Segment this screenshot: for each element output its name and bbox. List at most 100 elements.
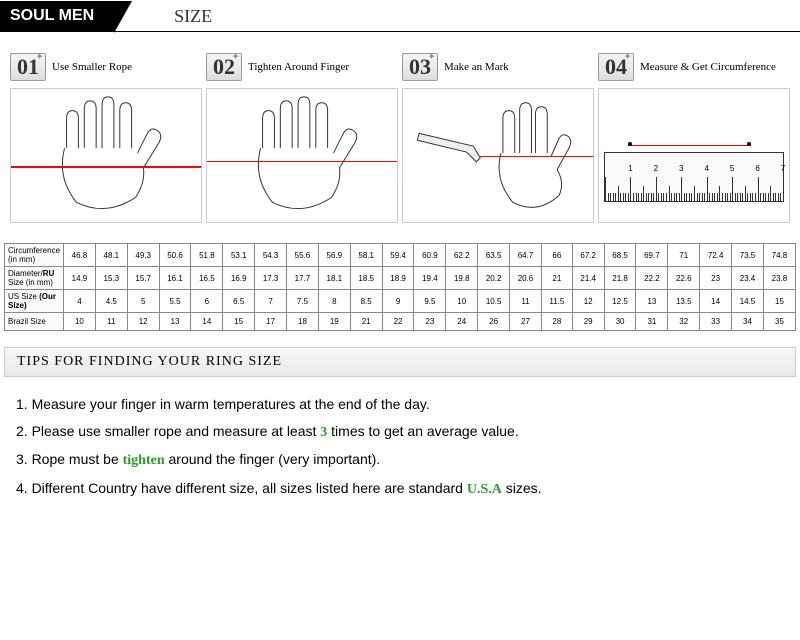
table-cell: 23.8 xyxy=(763,267,795,290)
ruler-number: 1 xyxy=(628,164,632,173)
table-cell: 64.7 xyxy=(510,244,542,267)
tip-4-c: sizes. xyxy=(502,480,542,496)
table-cell: 15.7 xyxy=(127,267,159,290)
step-image-3 xyxy=(402,88,594,223)
table-cell: 10 xyxy=(446,290,478,313)
table-cell: 67.2 xyxy=(572,244,604,267)
table-cell: 16.1 xyxy=(159,267,191,290)
table-row: US Size (Our Size)44.555.566.577.588.599… xyxy=(5,290,796,313)
table-cell: 19.4 xyxy=(414,267,446,290)
table-cell: 21 xyxy=(350,313,382,331)
table-cell: 18.5 xyxy=(350,267,382,290)
step-label-1: Use Smaller Rope xyxy=(52,61,132,73)
table-cell: 5 xyxy=(127,290,159,313)
rope-line xyxy=(11,166,201,168)
ruler-number: 2 xyxy=(654,164,658,173)
table-cell: 4.5 xyxy=(95,290,127,313)
table-cell: 28 xyxy=(541,313,572,331)
table-cell: 18 xyxy=(287,313,319,331)
table-cell: 50.6 xyxy=(159,244,191,267)
rope-line xyxy=(628,145,752,147)
table-cell: 16.9 xyxy=(223,267,255,290)
table-cell: 15.3 xyxy=(95,267,127,290)
table-cell: 7.5 xyxy=(287,290,319,313)
table-cell: 20.2 xyxy=(478,267,510,290)
table-cell: 5.5 xyxy=(159,290,191,313)
table-cell: 21 xyxy=(541,267,572,290)
table-cell: 17.3 xyxy=(255,267,287,290)
table-cell: 22.6 xyxy=(668,267,700,290)
tip-3-highlight: tighten xyxy=(123,453,165,468)
step-num-1: 01 xyxy=(10,53,46,81)
table-cell: 7 xyxy=(255,290,287,313)
tip-4-a: 4. Different Country have different size… xyxy=(16,480,467,496)
table-cell: 69.7 xyxy=(636,244,668,267)
table-cell: 14 xyxy=(700,290,732,313)
table-cell: 10 xyxy=(64,313,96,331)
table-cell: 22 xyxy=(382,313,414,331)
table-cell: 6.5 xyxy=(223,290,255,313)
step-num-4: 04 xyxy=(598,53,634,81)
table-cell: 11 xyxy=(510,290,542,313)
tip-3-a: 3. Rope must be xyxy=(16,451,123,467)
brand-logo: SOUL MEN xyxy=(0,1,114,31)
table-cell: 34 xyxy=(732,313,764,331)
table-cell: 23.4 xyxy=(732,267,764,290)
table-cell: 19.8 xyxy=(446,267,478,290)
table-cell: 58.1 xyxy=(350,244,382,267)
table-cell: 74.8 xyxy=(763,244,795,267)
table-cell: 4 xyxy=(64,290,96,313)
ruler-number: 6 xyxy=(755,164,759,173)
size-heading: SIZE xyxy=(174,6,212,27)
table-cell: 59.4 xyxy=(382,244,414,267)
table-cell: 13 xyxy=(159,313,191,331)
table-cell: 21.8 xyxy=(604,267,636,290)
row-label: US Size (Our Size) xyxy=(5,290,64,313)
table-cell: 8 xyxy=(318,290,350,313)
step-label-4: Measure & Get Circumference xyxy=(640,61,776,73)
table-cell: 48.1 xyxy=(95,244,127,267)
table-cell: 14 xyxy=(191,313,223,331)
step-label-3: Make an Mark xyxy=(444,61,509,73)
table-cell: 72.4 xyxy=(700,244,732,267)
table-cell: 29 xyxy=(572,313,604,331)
step-num-3: 03 xyxy=(402,53,438,81)
table-cell: 68.5 xyxy=(604,244,636,267)
table-cell: 54.3 xyxy=(255,244,287,267)
size-table: Circumference (in mm)46.848.149.350.651.… xyxy=(4,243,796,331)
table-row: Brazil Size10111213141517181921222324262… xyxy=(5,313,796,331)
tips-heading: TIPS FOR FINDING YOUR RING SIZE xyxy=(4,347,796,377)
row-label: Brazil Size xyxy=(5,313,64,331)
rope-line xyxy=(479,156,593,158)
table-cell: 66 xyxy=(541,244,572,267)
table-row: Circumference (in mm)46.848.149.350.651.… xyxy=(5,244,796,267)
table-cell: 71 xyxy=(668,244,700,267)
table-cell: 12.5 xyxy=(604,290,636,313)
steps-row: 01 Use Smaller Rope 02 Tighten Around Fi… xyxy=(0,32,800,233)
table-cell: 12 xyxy=(127,313,159,331)
tip-2-a: 2. Please use smaller rope and measure a… xyxy=(16,423,320,439)
table-cell: 18.9 xyxy=(382,267,414,290)
ruler-number: 3 xyxy=(679,164,683,173)
ruler-number: 7 xyxy=(781,164,785,173)
table-cell: 20.6 xyxy=(510,267,542,290)
step-2: 02 Tighten Around Finger xyxy=(206,52,398,223)
table-cell: 26 xyxy=(478,313,510,331)
table-cell: 21.4 xyxy=(572,267,604,290)
table-cell: 56.9 xyxy=(318,244,350,267)
table-cell: 51.8 xyxy=(191,244,223,267)
table-cell: 10.5 xyxy=(478,290,510,313)
table-cell: 6 xyxy=(191,290,223,313)
table-cell: 46.8 xyxy=(64,244,96,267)
table-cell: 22.2 xyxy=(636,267,668,290)
tip-4: 4. Different Country have different size… xyxy=(16,475,784,504)
tip-4-highlight: U.S.A xyxy=(467,482,502,497)
table-cell: 73.5 xyxy=(732,244,764,267)
table-cell: 30 xyxy=(604,313,636,331)
table-cell: 24 xyxy=(446,313,478,331)
table-cell: 11 xyxy=(95,313,127,331)
step-image-1 xyxy=(10,88,202,223)
row-label: Circumference (in mm) xyxy=(5,244,64,267)
step-image-4: 1234567 xyxy=(598,88,790,223)
table-cell: 9.5 xyxy=(414,290,446,313)
